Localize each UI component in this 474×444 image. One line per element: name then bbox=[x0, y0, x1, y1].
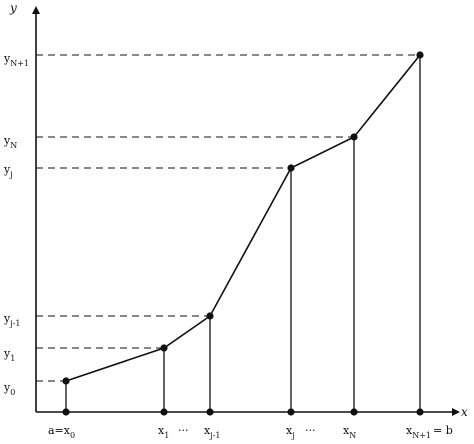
label-yN: yN bbox=[3, 134, 17, 150]
node-0 bbox=[62, 377, 70, 385]
label-yj-1: yj-1 bbox=[3, 312, 21, 328]
ellipsis-right: ··· bbox=[305, 424, 316, 437]
label-x1: x1 bbox=[158, 424, 169, 440]
dashed-guides bbox=[36, 54, 420, 382]
x-labels: a=x0 x1 ··· xj-1 xj ··· xN xN+1 = b bbox=[48, 424, 453, 440]
node-j-1 bbox=[206, 312, 214, 320]
node-j bbox=[287, 164, 295, 172]
y-labels: y0 y1 yj-1 yj yN yN+1 bbox=[3, 52, 29, 397]
piecewise-linear-curve bbox=[65, 54, 421, 382]
axis-node-j bbox=[287, 408, 295, 416]
label-x0: a=x0 bbox=[48, 424, 75, 440]
label-y0: y0 bbox=[3, 381, 15, 397]
label-xN+1: xN+1 = b bbox=[406, 424, 453, 440]
x-axis-name: x bbox=[461, 405, 468, 419]
label-yj: yj bbox=[3, 163, 13, 179]
axis-node-N bbox=[350, 408, 358, 416]
axis-node-N+1 bbox=[416, 408, 424, 416]
y-axis-name: y bbox=[9, 1, 17, 15]
curve-nodes bbox=[62, 51, 424, 385]
node-N bbox=[350, 133, 358, 141]
label-xj-1: xj-1 bbox=[204, 424, 221, 440]
node-1 bbox=[160, 344, 168, 352]
drop-lines bbox=[65, 55, 421, 412]
axis-node-j-1 bbox=[206, 408, 214, 416]
node-N+1 bbox=[416, 51, 424, 59]
label-xN: xN bbox=[343, 424, 356, 440]
ellipsis-left: ··· bbox=[178, 424, 189, 437]
axis-nodes bbox=[62, 408, 424, 416]
label-y1: y1 bbox=[3, 347, 15, 363]
axis-node-0 bbox=[62, 408, 70, 416]
axis-node-1 bbox=[160, 408, 168, 416]
label-yN+1: yN+1 bbox=[3, 52, 29, 68]
label-xj: xj bbox=[286, 424, 295, 440]
